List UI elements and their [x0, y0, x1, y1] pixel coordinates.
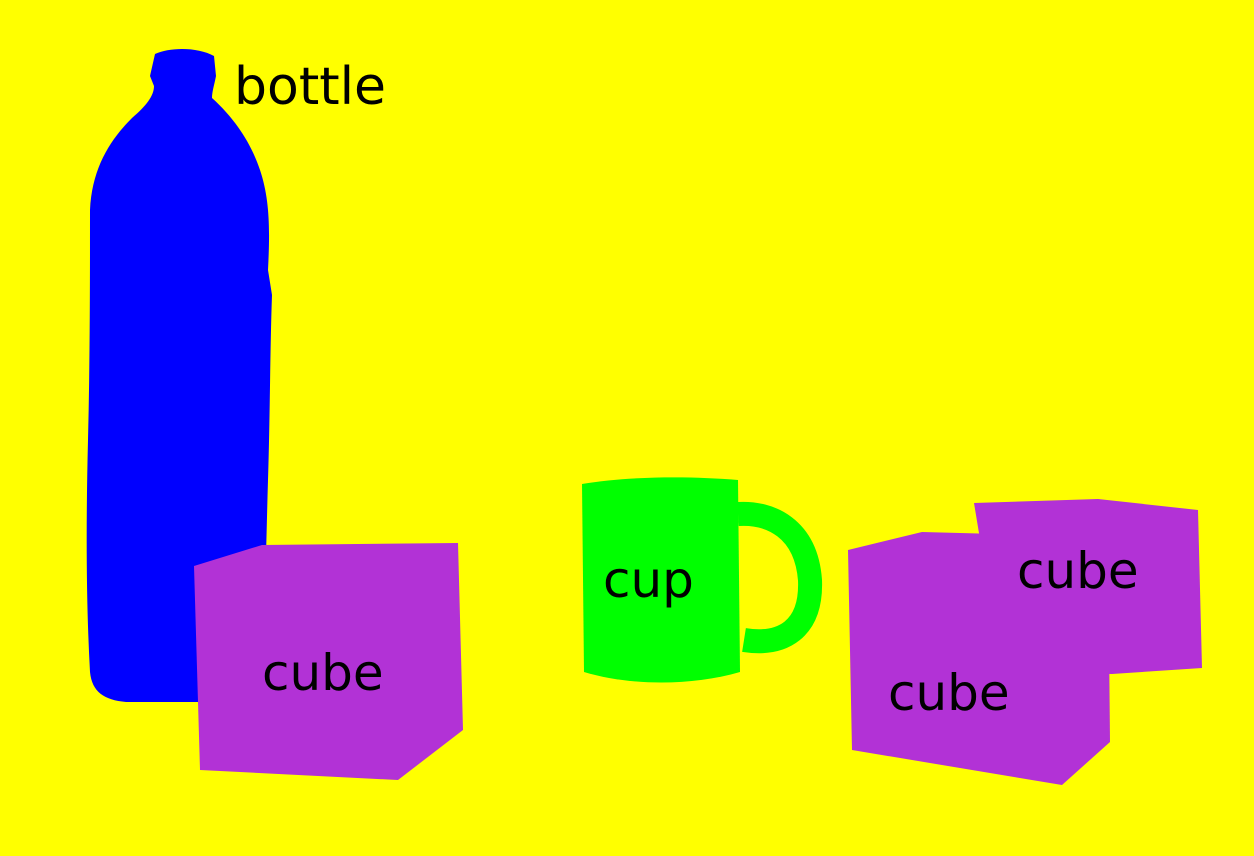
bottle-shape	[86, 48, 272, 702]
cube-left-label: cube	[262, 644, 384, 702]
cube-front-right-label: cube	[888, 664, 1010, 722]
cup-handle	[737, 501, 823, 654]
cup-body	[582, 477, 740, 683]
cup-label: cup	[603, 551, 694, 609]
cup	[582, 477, 823, 683]
cube-front-right	[848, 532, 1110, 785]
cube-left	[194, 543, 463, 780]
bottle-label: bottle	[234, 57, 386, 117]
cube-back-right-label: cube	[1017, 542, 1139, 600]
